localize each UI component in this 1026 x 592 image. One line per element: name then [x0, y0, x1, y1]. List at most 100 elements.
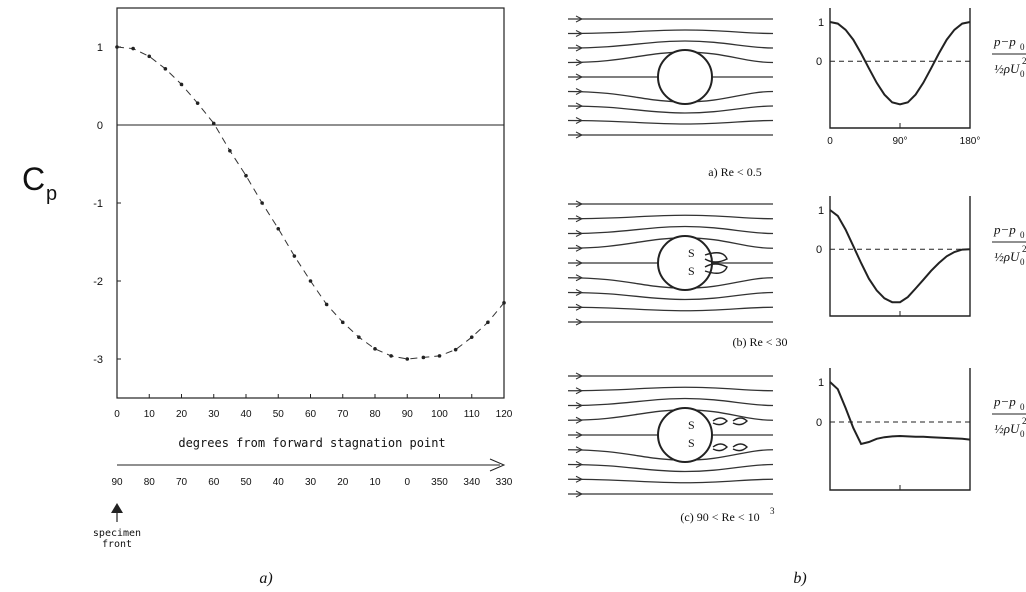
- cp-data-point: [163, 67, 168, 71]
- pressure-chart: 10p−p 0½ρU 02: [816, 368, 1026, 491]
- x-tick-label: 60: [305, 409, 317, 420]
- streamline-arrow: [575, 102, 584, 110]
- separation-point-label: S: [688, 436, 695, 450]
- streamline-arrow: [575, 431, 584, 439]
- x-tick-label: 20: [176, 409, 188, 420]
- secondary-tick-label: 40: [273, 477, 285, 488]
- streamline-arrow: [575, 73, 584, 81]
- flow-sketch: SS: [567, 200, 774, 326]
- cp-y-axis-label: C: [22, 161, 45, 197]
- secondary-axis-ticks: 90 80 70 60 50 40 30 20 10 0 350 340 330: [111, 477, 512, 488]
- x-tick-label: 80: [369, 409, 381, 420]
- secondary-tick-label: 70: [176, 477, 188, 488]
- cp-series: [115, 45, 506, 361]
- secondary-tick-label: 20: [337, 477, 349, 488]
- streamline: [567, 386, 774, 392]
- x-tick-label: 0: [114, 409, 120, 420]
- streamline: [567, 119, 774, 125]
- cp-data-point: [324, 302, 329, 307]
- pressure-coefficient-label: p−p 0½ρU 02: [992, 394, 1026, 439]
- one-tick-label: 1: [818, 205, 824, 217]
- streamline-arrow: [575, 289, 584, 296]
- pressure-chart: 100 90° 180°p−p 0½ρU 02: [816, 8, 1026, 147]
- cp-data-point: [389, 354, 393, 358]
- pressure-curve: [829, 381, 971, 446]
- cp-data-point: [486, 320, 490, 325]
- secondary-tick-label: 80: [144, 477, 156, 488]
- svg-text:0: 0: [1020, 69, 1025, 79]
- cp-x-axis-label: degrees from forward stagnation point: [178, 436, 445, 450]
- cylinder: [657, 49, 713, 105]
- cp-data-point: [147, 54, 152, 59]
- streamline-arrow: [575, 117, 584, 124]
- pressure-chart: 1 0p−p 0½ρU 02: [816, 196, 1026, 317]
- wake-eddy: [712, 443, 728, 452]
- flow-sketch: [567, 15, 774, 139]
- secondary-tick-label: 50: [240, 477, 252, 488]
- streamline-arrow: [575, 461, 584, 468]
- mini-x-tick-label: 90°: [892, 136, 907, 147]
- secondary-tick-label: 330: [496, 477, 513, 488]
- y-tick-label: 0: [97, 120, 103, 132]
- streamline-arrow: [575, 59, 584, 66]
- streamline-arrow: [575, 274, 584, 282]
- panel-b-caption: (b) Re < 30: [732, 335, 787, 349]
- y-tick-label: -1: [93, 198, 103, 210]
- streamline: [567, 397, 774, 407]
- cp-data-point: [244, 173, 248, 178]
- one-tick-label: 1: [818, 17, 824, 29]
- streamline-arrow: [575, 490, 584, 498]
- cylinder: [657, 407, 713, 463]
- panel-c-caption: (c) 90 < Re < 10 3: [680, 506, 775, 524]
- cp-y-axis-label-sub: p: [46, 183, 57, 205]
- svg-text:2: 2: [1022, 416, 1026, 426]
- pressure-coefficient-label: p−p 0½ρU 02: [992, 34, 1026, 79]
- secondary-tick-label: 0: [404, 477, 410, 488]
- cp-data-point: [340, 320, 345, 325]
- streamline-arrow: [575, 244, 584, 252]
- svg-text:3: 3: [770, 506, 775, 516]
- y-tick-label: -3: [93, 354, 103, 366]
- x-tick-label: 70: [337, 409, 349, 420]
- streamline: [567, 225, 774, 235]
- separation-point-label: S: [688, 418, 695, 432]
- svg-text:0: 0: [1020, 257, 1025, 267]
- x-tick-label: 40: [240, 409, 252, 420]
- zero-tick-label: 0: [816, 417, 822, 429]
- svg-text:2: 2: [1022, 56, 1026, 66]
- cp-plot-frame: [116, 7, 505, 399]
- wake-vortex: [704, 252, 728, 263]
- svg-text:0: 0: [1020, 429, 1025, 439]
- y-tick-label: -2: [93, 276, 103, 288]
- streamline: [567, 105, 774, 114]
- cp-data-point: [260, 201, 264, 205]
- pressure-coefficient-label: p−p 0½ρU 02: [992, 222, 1026, 267]
- streamline-arrow: [575, 44, 584, 52]
- streamline-arrow: [575, 318, 584, 326]
- streamline: [567, 306, 774, 312]
- cp-data-point: [292, 254, 297, 258]
- secondary-axis-arrowhead: [489, 458, 506, 472]
- x-tick-label: 30: [208, 409, 220, 420]
- streamline: [567, 40, 774, 49]
- svg-text:0: 0: [1020, 230, 1025, 240]
- svg-text:½ρU: ½ρU: [994, 61, 1021, 76]
- cp-data-point: [421, 355, 426, 360]
- separation-point-label: S: [688, 264, 695, 278]
- svg-text:(c) 90 < Re < 10: (c) 90 < Re < 10: [680, 510, 759, 524]
- mini-x-tick-label: 180°: [960, 136, 981, 147]
- mini-x-tick-label: 0: [827, 136, 833, 147]
- streamline-arrow: [575, 131, 584, 139]
- streamline-arrow: [575, 372, 584, 380]
- x-tick-label: 100: [431, 409, 448, 420]
- pressure-chart-frame: [829, 8, 971, 129]
- secondary-tick-label: 60: [208, 477, 220, 488]
- wake-eddy: [732, 417, 748, 426]
- x-tick-label: 120: [496, 409, 513, 420]
- streamline-arrow: [575, 303, 584, 311]
- cp-data-point: [211, 121, 216, 126]
- secondary-tick-label: 340: [463, 477, 480, 488]
- streamline-arrow: [575, 259, 584, 267]
